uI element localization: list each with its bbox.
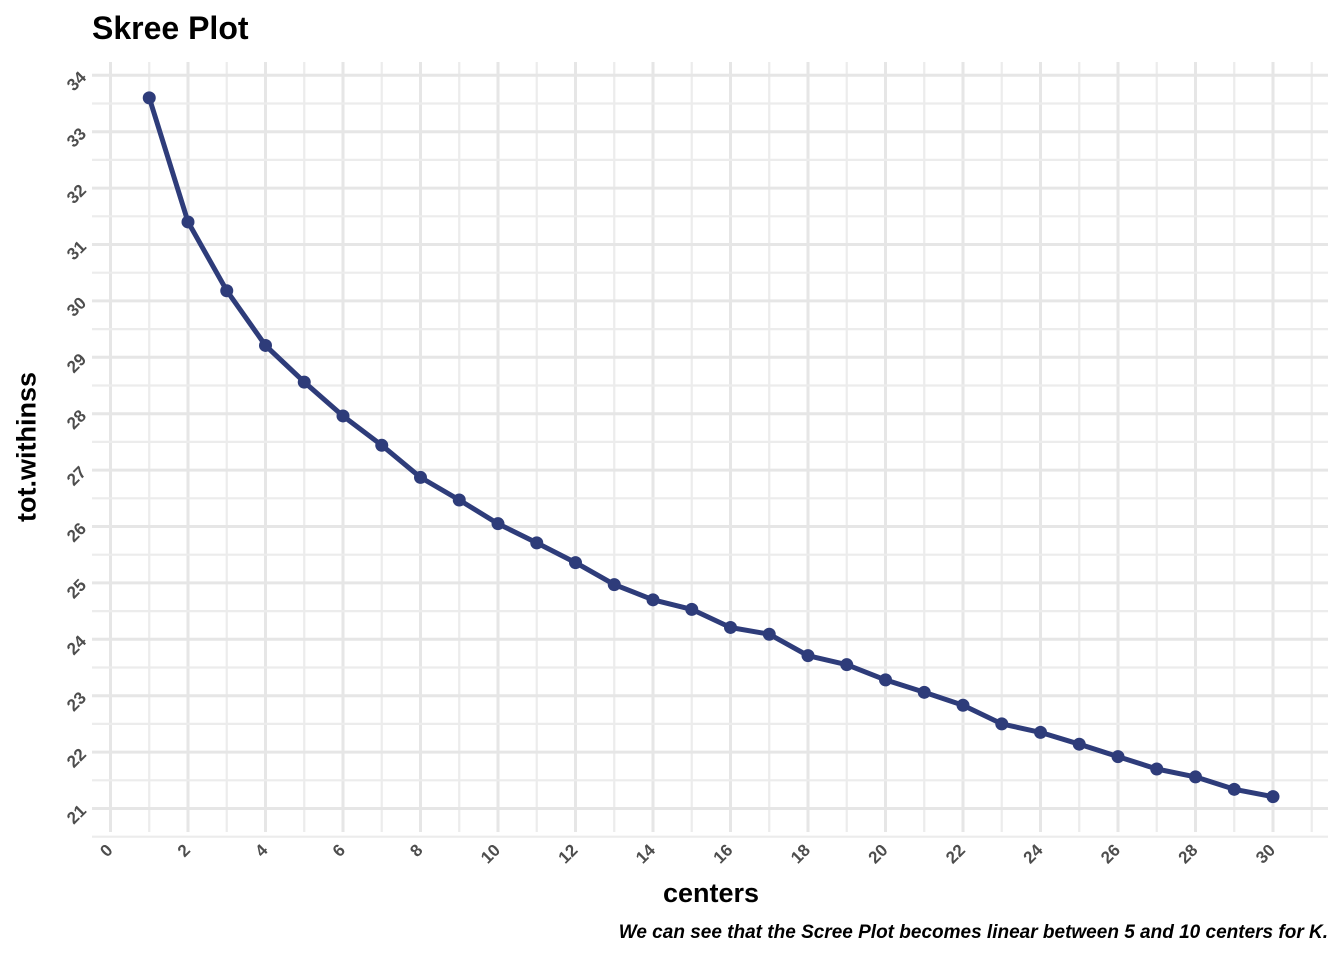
data-point-12 [569, 556, 582, 570]
y-tick-label-32: 32 [63, 181, 90, 208]
x-tick-label-4: 4 [251, 840, 272, 861]
data-point-14 [646, 593, 660, 607]
y-axis-label: tot.withinss [11, 372, 42, 522]
data-point-15 [685, 602, 699, 616]
x-tick-label-6: 6 [329, 841, 349, 861]
y-tick-label-23: 23 [63, 688, 90, 715]
data-point-10 [491, 517, 505, 531]
data-point-18 [801, 649, 815, 663]
x-tick-label-10: 10 [477, 841, 504, 868]
data-point-8 [414, 470, 427, 484]
x-tick-label-0: 0 [96, 841, 116, 861]
x-tick-label-16: 16 [710, 841, 737, 868]
data-point-30 [1266, 790, 1280, 804]
y-tick-label-30: 30 [63, 293, 90, 320]
x-tick-label-26: 26 [1097, 841, 1124, 868]
y-tick-label-21: 21 [63, 801, 90, 828]
data-point-23 [995, 717, 1009, 731]
x-tick-label-28: 28 [1175, 841, 1202, 868]
y-tick-label-25: 25 [63, 575, 90, 602]
x-tick-label-12: 12 [555, 841, 582, 868]
data-point-22 [956, 698, 970, 712]
data-point-4 [259, 338, 272, 352]
y-axis-ticks: 21 22 23 24 25 26 27 28 29 30 31 32 33 34 [63, 67, 90, 827]
x-tick-label-14: 14 [632, 840, 659, 867]
data-point-27 [1150, 762, 1164, 776]
data-point-1 [142, 91, 156, 105]
data-point-16 [724, 620, 737, 634]
data-point-19 [840, 658, 854, 672]
data-point-9 [452, 493, 466, 507]
data-point-7 [375, 438, 389, 452]
y-tick-label-24: 24 [63, 631, 90, 658]
chart-title: Skree Plot [92, 10, 249, 46]
data-point-25 [1072, 737, 1086, 751]
data-point-13 [607, 578, 621, 592]
data-point-2 [181, 215, 195, 229]
x-tick-label-30: 30 [1252, 841, 1279, 868]
y-tick-label-27: 27 [63, 463, 90, 490]
x-tick-label-2: 2 [174, 841, 194, 861]
data-point-21 [917, 685, 931, 699]
x-tick-label-8: 8 [406, 841, 426, 861]
data-point-6 [336, 409, 350, 423]
y-tick-label-29: 29 [63, 350, 90, 377]
x-axis-ticks: 0 2 4 6 8 10 12 14 16 18 20 22 24 26 28 30 [96, 840, 1279, 867]
chart-caption: We can see that the Scree Plot becomes l… [618, 922, 1328, 943]
y-tick-label-33: 33 [63, 124, 90, 151]
x-tick-label-22: 22 [942, 841, 969, 868]
data-point-17 [762, 627, 776, 641]
data-point-26 [1111, 750, 1125, 764]
data-point-20 [879, 673, 892, 687]
grid-lines [92, 62, 1328, 838]
x-axis-label: centers [662, 878, 760, 908]
data-point-3 [220, 284, 234, 298]
series-points [142, 91, 1280, 804]
y-tick-label-22: 22 [63, 745, 90, 772]
data-point-5 [297, 375, 311, 389]
data-point-11 [530, 536, 544, 550]
data-point-28 [1189, 770, 1202, 784]
data-point-24 [1034, 725, 1047, 739]
y-tick-label-26: 26 [63, 519, 90, 546]
y-tick-label-28: 28 [63, 406, 90, 433]
series-line [146, 97, 1274, 800]
y-tick-label-31: 31 [63, 237, 90, 264]
x-tick-label-18: 18 [787, 841, 814, 868]
x-tick-label-20: 20 [865, 841, 892, 868]
y-tick-label-34: 34 [63, 67, 90, 94]
x-tick-label-24: 24 [1020, 840, 1047, 867]
data-point-29 [1227, 782, 1241, 796]
